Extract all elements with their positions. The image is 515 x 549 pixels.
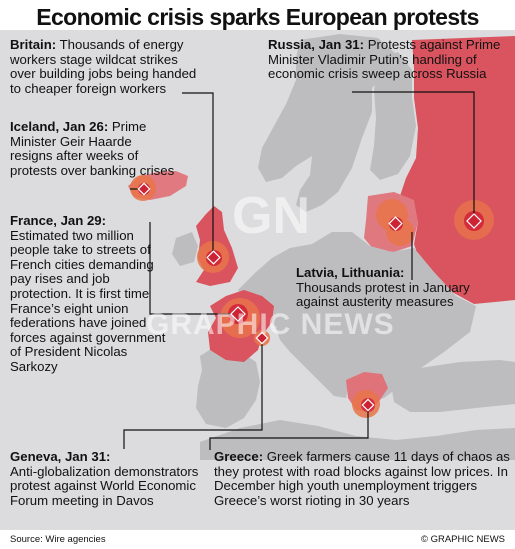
- marker-greece: [361, 398, 375, 412]
- caption-france-text: Estimated two million people take to str…: [10, 227, 166, 374]
- caption-latvia-heading: Latvia, Lithuania:: [296, 265, 405, 280]
- credit-note: © GRAPHIC NEWS: [420, 534, 505, 545]
- marker-iceland: [137, 182, 151, 196]
- marker-geneva: [255, 331, 269, 345]
- page-title: Economic crisis sparks European protests: [36, 4, 479, 30]
- caption-latvia-text: Thousands protest in January against aus…: [296, 279, 470, 310]
- watermark-text: GRAPHIC NEWS: [146, 308, 395, 341]
- marker-britain: [206, 250, 221, 265]
- pointer-line-russia: [352, 91, 475, 221]
- caption-greece-text: Greek farmers cause 11 days of chaos as …: [214, 449, 510, 508]
- ireland-land: [172, 232, 198, 266]
- footer-bar: [0, 530, 515, 549]
- caption-greece-heading: Greece:: [214, 449, 264, 464]
- caption-russia-text: Protests against Prime Minister Vladimir…: [268, 37, 501, 82]
- pointer-line-geneva: [123, 338, 263, 449]
- caption-britain-text: Thousands of energy workers stage wildca…: [10, 37, 197, 96]
- italy-land: [276, 324, 348, 398]
- pointer-line-greece: [209, 405, 369, 450]
- russia-land: [400, 36, 515, 304]
- marker-france: [230, 306, 246, 322]
- caption-britain-heading: Britain:: [10, 37, 57, 52]
- caption-britain: Britain: Thousands of energy workers sta…: [10, 37, 202, 96]
- markers: [137, 182, 482, 412]
- caption-latvia-lithuania: Latvia, Lithuania: Thousands protest in …: [296, 265, 486, 310]
- caption-geneva-text: Anti-globalization demonstrators protest…: [10, 463, 199, 508]
- iberia-land: [196, 346, 260, 428]
- turkey-land: [390, 360, 515, 412]
- pointer-line-france: [149, 222, 238, 315]
- marker-russia: [466, 213, 482, 229]
- source-note: Source: Wire agencies: [10, 534, 106, 545]
- caption-iceland-heading: Iceland, Jan 26:: [10, 119, 109, 134]
- caption-iceland: Iceland, Jan 26: Prime Minister Geir Haa…: [10, 119, 175, 178]
- caption-france: France, Jan 29: Estimated two million pe…: [10, 213, 172, 375]
- caption-greece: Greece: Greek farmers cause 11 days of c…: [214, 449, 510, 508]
- north-africa-land: [200, 420, 515, 460]
- continental-europe-land: [238, 232, 476, 402]
- caption-russia-heading: Russia, Jan 31:: [268, 37, 365, 52]
- marker-latvia: [388, 216, 403, 231]
- caption-russia: Russia, Jan 31: Protests against Prime M…: [268, 37, 508, 82]
- caption-france-heading: France, Jan 29:: [10, 213, 107, 228]
- caption-geneva: Geneva, Jan 31: Anti-globalization demon…: [10, 449, 205, 508]
- caption-iceland-text: Prime Minister Geir Haarde resigns after…: [10, 119, 175, 178]
- watermark-logo: GN: [232, 187, 310, 245]
- pointer-line-britain: [182, 92, 214, 258]
- scandinavia-land: [258, 34, 396, 212]
- finland-land: [370, 52, 416, 180]
- caption-geneva-heading: Geneva, Jan 31:: [10, 449, 111, 464]
